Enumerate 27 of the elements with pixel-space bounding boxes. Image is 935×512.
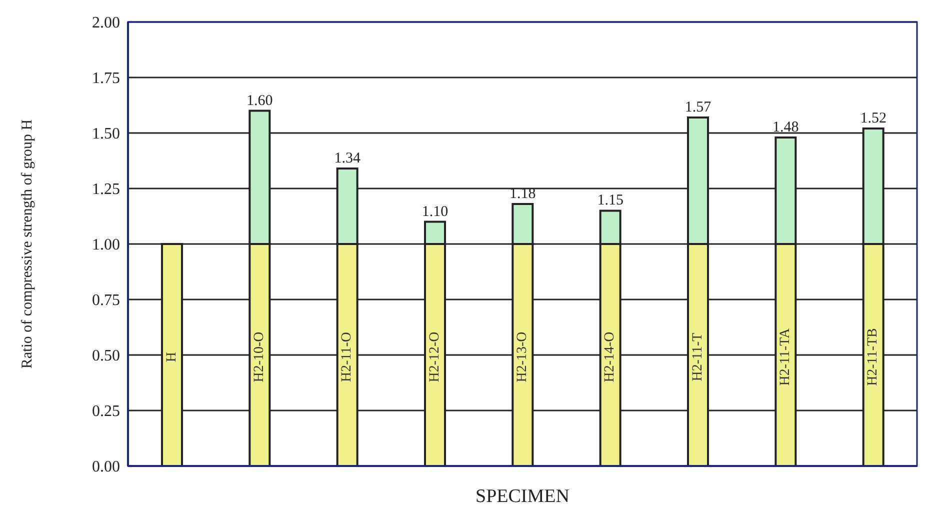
x-tick-label: H2-11-TA (778, 327, 793, 386)
y-tick-label: 1.25 (92, 181, 120, 198)
x-tick-label: H2-13-O (515, 332, 530, 382)
y-tick-label: 0.50 (92, 348, 120, 365)
x-tick-label: H (164, 352, 180, 362)
total-label: 1.52 (860, 110, 886, 127)
y-tick-label: 1.75 (92, 70, 120, 88)
x-axis-title: SPECIMEN (476, 486, 570, 507)
y-tick-label: 1.00 (92, 236, 120, 254)
y-tick-label: 0.75 (92, 292, 120, 310)
x-tick-label: H2-10-O (252, 332, 267, 382)
y-tick-label: 1.50 (92, 126, 120, 143)
total-label: 1.60 (246, 92, 273, 109)
total-label: 1.34 (334, 150, 361, 167)
x-tick-label: H2-12-O (427, 332, 442, 382)
y-tick-label: 2.00 (92, 14, 120, 32)
total-label: 1.48 (772, 119, 799, 136)
x-tick-label: H2-11-O (340, 332, 355, 382)
x-tick-label: H2-11-TB (866, 328, 881, 386)
x-tick-label: H2-11-T (690, 332, 706, 382)
x-tick-label: H2-14-O (602, 332, 618, 382)
total-label: 1.10 (422, 204, 448, 220)
y-axis-title: Ratio of compressive strength of group H (19, 119, 36, 369)
y-tick-label: 0.25 (92, 403, 120, 420)
total-label: 1.15 (597, 192, 624, 209)
total-label: 1.57 (684, 99, 712, 116)
y-tick-label: 0.00 (92, 458, 120, 476)
